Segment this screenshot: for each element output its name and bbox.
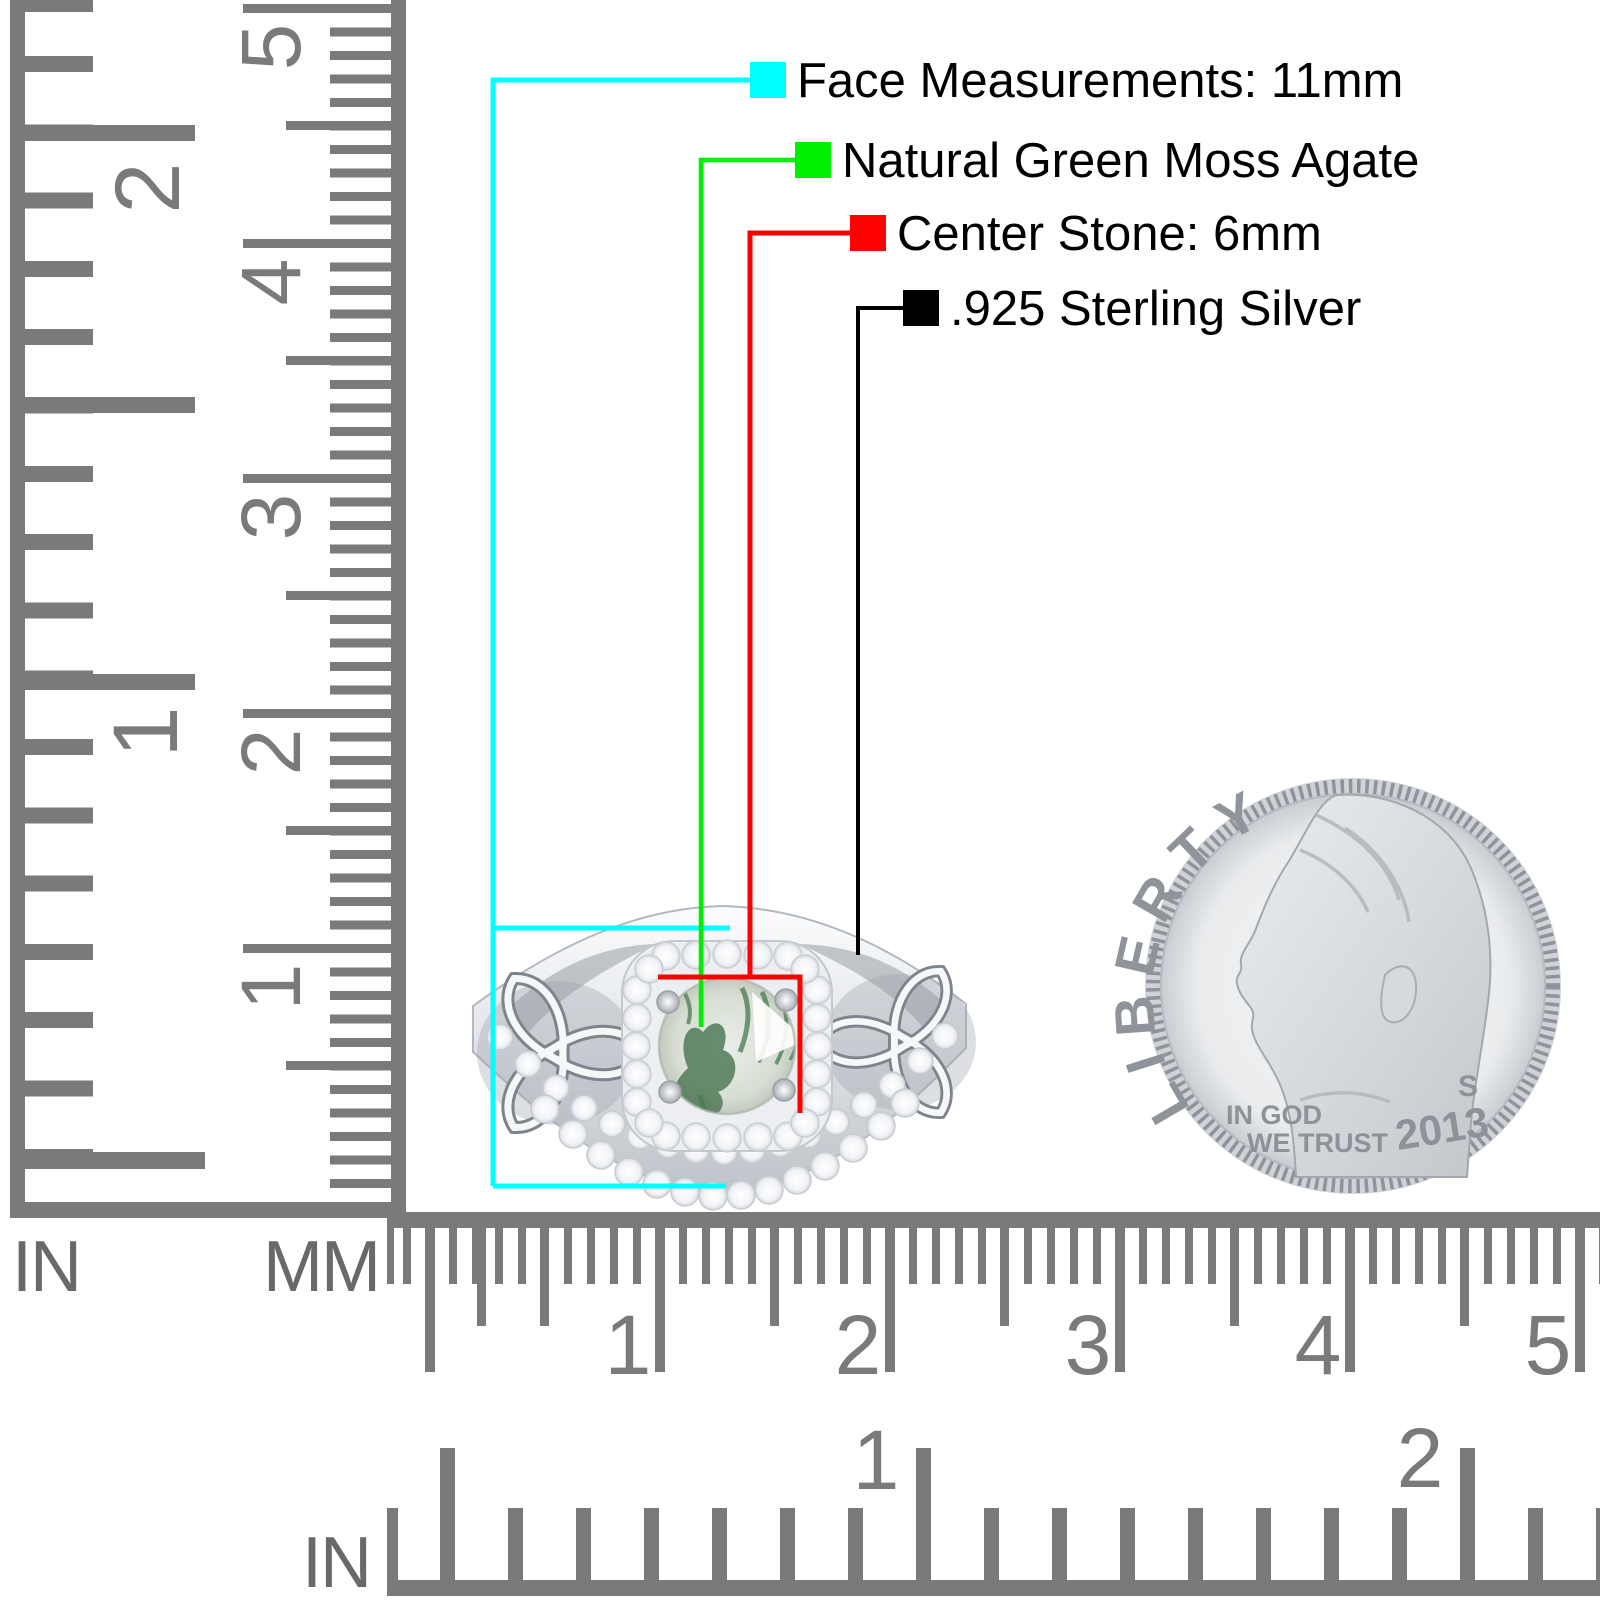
mm-ruler-unit-label: MM bbox=[263, 1227, 381, 1307]
center-stone-label: Center Stone: 6mm bbox=[897, 207, 1322, 261]
bottom-inch-edge bbox=[387, 1580, 1600, 1596]
bottom-cm-number-3: 3 bbox=[1064, 1297, 1112, 1392]
inch-tick-top bbox=[25, 0, 93, 12]
bottom-inch-short-ticks bbox=[387, 1508, 1600, 1580]
moss-agate-label: Natural Green Moss Agate bbox=[842, 134, 1420, 188]
sterling-silver-swatch bbox=[903, 290, 939, 326]
coin-reeded-edge bbox=[1146, 779, 1560, 1193]
prongs bbox=[656, 988, 798, 1104]
bottom-cm-ticks bbox=[387, 1228, 1600, 1372]
facet-highlight bbox=[752, 992, 795, 1062]
bottom-inch-number-2: 2 bbox=[1396, 1410, 1444, 1505]
face-measurements-swatch bbox=[750, 62, 786, 98]
band-opening-left bbox=[505, 944, 655, 1040]
mm-ruler-edge bbox=[391, 0, 406, 1218]
callout-line-moss-agate bbox=[698, 157, 795, 1027]
coin-mint-mark: S bbox=[1458, 1070, 1478, 1103]
sterling-silver-label: .925 Sterling Silver bbox=[950, 282, 1362, 336]
bottom-inch-tall-tick bbox=[1460, 1448, 1475, 1580]
moss-agate-swatch bbox=[795, 142, 831, 178]
coin-motto-line2: WE TRUST bbox=[1247, 1128, 1388, 1158]
coin-portrait bbox=[1235, 793, 1492, 1178]
bottom-cm-number-2: 2 bbox=[834, 1297, 882, 1392]
inch-long-tick bbox=[25, 125, 195, 141]
portrait-hair-lines bbox=[1299, 813, 1411, 1104]
inch-long-tick bbox=[25, 674, 195, 690]
face-measurements-label: Face Measurements: 11mm bbox=[797, 54, 1404, 108]
band-opening-right bbox=[800, 944, 950, 1036]
inch-eighth-ticks bbox=[25, 56, 93, 1178]
center-stone-swatch bbox=[850, 215, 886, 251]
bottom-mm-edge bbox=[387, 1212, 1600, 1228]
halo-stones bbox=[621, 939, 833, 1153]
bottom-inch-tall-tick bbox=[440, 1448, 455, 1580]
inch-ruler-edge bbox=[10, 0, 25, 1218]
bottom-inch-number-1: 1 bbox=[852, 1412, 900, 1507]
bottom-cm-number-5: 5 bbox=[1524, 1297, 1572, 1392]
cm-ticks bbox=[243, 4, 391, 964]
ring-photo bbox=[472, 904, 976, 1211]
bottom-cm-number-1: 1 bbox=[604, 1297, 652, 1392]
pave-row-lower bbox=[530, 1088, 920, 1211]
coin-photo: LIBERTY IN GOD WE TRUST S 2013 bbox=[1101, 772, 1561, 1194]
center-stone bbox=[656, 976, 798, 1116]
vertical-rulers-bottom-bar bbox=[10, 1202, 396, 1218]
inch-long-tick bbox=[25, 1152, 205, 1169]
callout-line-sterling-silver bbox=[856, 306, 903, 955]
bottom-inch-tall-tick bbox=[916, 1448, 931, 1580]
inch-long-tick bbox=[25, 397, 195, 413]
callout-line-face-measurements bbox=[490, 77, 750, 1189]
bottom-cm-number-4: 4 bbox=[1294, 1297, 1342, 1392]
portrait-ear bbox=[1380, 965, 1418, 1024]
inch-ruler-unit-label: IN bbox=[12, 1227, 82, 1307]
coin-motto-line1: IN GOD bbox=[1226, 1100, 1322, 1130]
callout-line-center-stone bbox=[658, 230, 850, 1113]
bottom-inch-unit-label: IN bbox=[302, 1523, 372, 1600]
